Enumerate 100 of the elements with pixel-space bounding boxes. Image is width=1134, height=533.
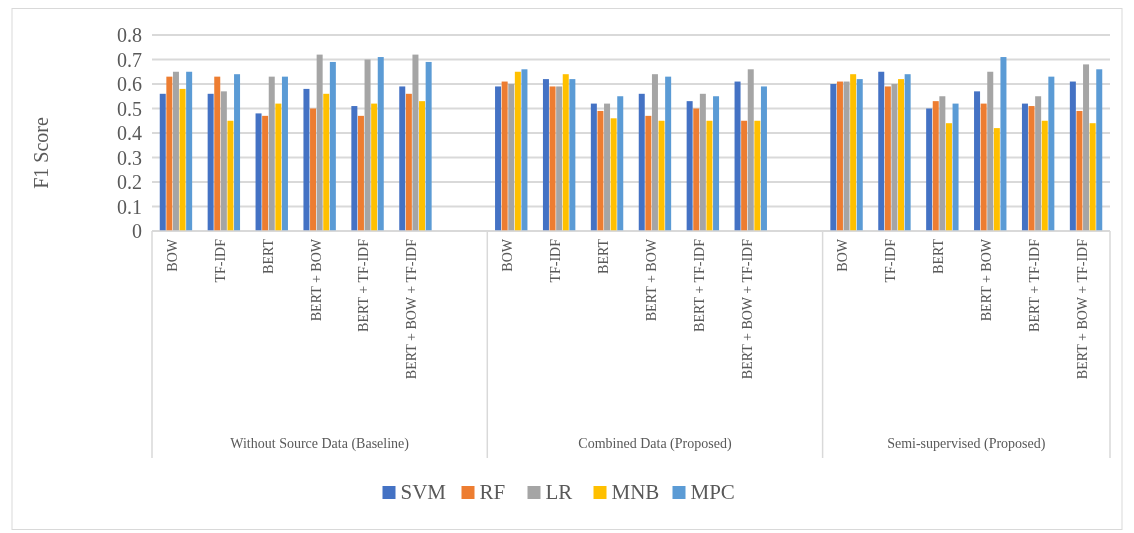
x-tick-label: BERT + BOW — [979, 238, 995, 322]
bar — [549, 86, 556, 231]
bar — [658, 120, 665, 231]
bar — [419, 101, 426, 231]
bar — [754, 120, 761, 231]
bar — [1028, 106, 1035, 231]
bar — [220, 91, 227, 231]
bar — [262, 115, 269, 231]
bar — [604, 103, 611, 231]
bar — [904, 74, 911, 231]
bar — [275, 103, 282, 231]
x-tick-label: BERT + TF-IDF — [691, 238, 707, 332]
bar — [1096, 69, 1103, 231]
bar — [987, 71, 994, 231]
bar — [399, 86, 406, 231]
bar — [501, 81, 508, 231]
bar — [1069, 81, 1076, 231]
bar — [926, 108, 933, 231]
x-tick-label: BOW — [164, 238, 180, 272]
bar — [412, 54, 419, 231]
x-tick-label: TF-IDF — [212, 238, 228, 283]
bar — [207, 93, 214, 231]
bar — [405, 93, 412, 231]
bar — [891, 84, 898, 231]
bar — [706, 120, 713, 231]
x-tick-label: TF-IDF — [548, 238, 564, 283]
bar — [686, 101, 693, 231]
bar — [843, 81, 850, 231]
bar — [310, 108, 317, 231]
text: Combined Data (Proposed) — [578, 436, 732, 452]
bar — [351, 106, 358, 231]
y-tick-label: 0.3 — [117, 146, 142, 169]
bar — [993, 128, 1000, 231]
bar — [878, 71, 885, 231]
y-axis-title: F1 Score — [30, 117, 52, 189]
bar — [186, 71, 193, 231]
y-tick-label: 0.6 — [117, 73, 142, 95]
bar — [638, 93, 645, 231]
bar — [713, 96, 720, 231]
bar — [952, 103, 959, 231]
bar — [1041, 120, 1048, 231]
x-tick-label: BERT + BOW + TF-IDF — [739, 238, 755, 380]
y-tick-label: 0 — [132, 220, 142, 242]
bar — [1000, 57, 1007, 231]
bar — [1076, 110, 1083, 231]
bar — [856, 79, 863, 231]
legend-label: RF — [479, 480, 506, 505]
bar — [357, 115, 364, 231]
bar — [610, 118, 617, 231]
bar — [651, 74, 658, 231]
bar — [760, 86, 767, 231]
bar — [508, 84, 515, 231]
bar — [734, 81, 741, 231]
bar — [159, 93, 166, 231]
bar — [1035, 96, 1042, 231]
bar — [234, 74, 241, 231]
bar — [364, 59, 371, 231]
y-tick-label: 0.8 — [117, 24, 142, 46]
bar — [425, 61, 432, 231]
bar — [329, 61, 336, 231]
bar — [932, 101, 939, 231]
bar — [939, 96, 946, 231]
bar — [617, 96, 624, 231]
bar — [693, 108, 700, 231]
text: Semi-supervised (Proposed) — [887, 436, 1046, 452]
bar — [556, 86, 563, 231]
x-tick-label: TF-IDF — [883, 238, 899, 283]
bar — [747, 69, 754, 231]
bar — [255, 113, 262, 231]
bar — [836, 81, 843, 231]
y-tick-label: 0.2 — [117, 171, 142, 193]
bar — [268, 76, 275, 231]
legend-label: LR — [545, 480, 573, 505]
bar — [371, 103, 378, 231]
bar — [645, 115, 652, 231]
y-tick-label: 0.1 — [117, 195, 142, 218]
bar — [562, 74, 569, 231]
x-tick-label: BERT + TF-IDF — [356, 238, 372, 332]
bar — [227, 120, 234, 231]
bar — [898, 79, 905, 231]
bar — [569, 79, 576, 231]
bar — [1021, 103, 1028, 231]
bar — [850, 74, 857, 231]
bar — [830, 84, 837, 231]
bar — [597, 110, 604, 231]
bar — [179, 88, 186, 231]
bar — [316, 54, 323, 231]
x-tick-label: BERT + BOW + TF-IDF — [404, 238, 420, 380]
x-tick-label: BOW — [500, 238, 516, 272]
bar — [303, 88, 310, 231]
bar — [214, 76, 221, 231]
bar — [665, 76, 672, 231]
bar — [542, 79, 549, 231]
bar — [166, 76, 173, 231]
x-tick-label: BERT — [931, 238, 947, 274]
bar — [514, 71, 521, 231]
legend-label: SVM — [400, 480, 447, 505]
text: Without Source Data (Baseline) — [230, 436, 410, 452]
x-tick-label: BERT — [260, 238, 276, 274]
bar — [1048, 76, 1055, 231]
